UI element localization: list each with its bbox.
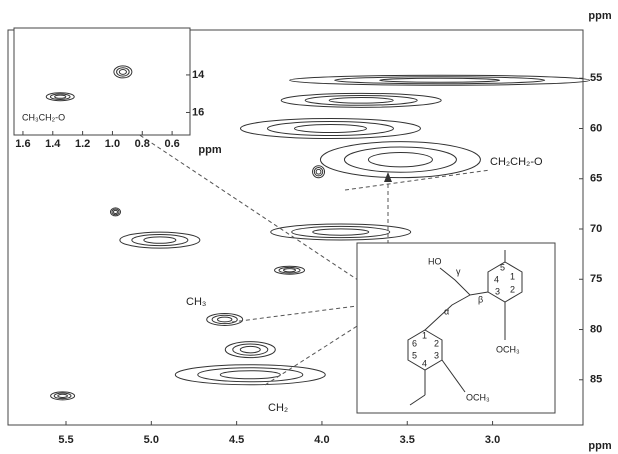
x-tick-label: 0.6 <box>164 138 179 150</box>
x-tick-label: 1.0 <box>105 138 120 150</box>
x-tick-label: 3.5 <box>400 434 415 446</box>
y-axis-label: ppm <box>588 10 611 22</box>
x-tick-label: 1.2 <box>75 138 90 150</box>
structure-label: β <box>478 294 483 304</box>
structure-label: 6 <box>412 338 417 348</box>
x-tick-label: 4.0 <box>314 434 329 446</box>
x-axis-label: ppm <box>588 440 611 452</box>
y-tick-label: 85 <box>590 374 602 386</box>
y-tick-label: 75 <box>590 273 602 285</box>
structure-label: 4 <box>422 358 427 368</box>
structure-label: 5 <box>412 350 417 360</box>
structure-inset: HO γ β α 1 2 3 4 5 OCH₃ 1 2 3 4 5 6 OCH₃ <box>357 243 555 413</box>
annotation: CH₃ <box>186 296 206 308</box>
y-tick-label: 55 <box>590 72 602 84</box>
structure-label: HO <box>428 256 442 266</box>
y-tick-label: 16 <box>192 106 204 118</box>
x-tick-label: 1.6 <box>15 138 30 150</box>
structure-label: α <box>444 306 449 316</box>
y-tick-label: 60 <box>590 122 602 134</box>
x-tick-label: 5.5 <box>58 434 73 446</box>
structure-label: OCH₃ <box>466 392 490 402</box>
structure-label: 2 <box>510 284 515 294</box>
structure-label: 2 <box>434 338 439 348</box>
y-tick-label: 14 <box>192 69 205 81</box>
y-tick-label: 70 <box>590 223 602 235</box>
structure-label: 5 <box>500 262 505 272</box>
annotation: CH₃CH₂-O <box>22 112 65 122</box>
inset-y-label: ppm <box>198 144 221 156</box>
y-tick-label: 80 <box>590 323 602 335</box>
x-tick-label: 1.4 <box>45 138 61 150</box>
structure-label: 1 <box>422 330 427 340</box>
y-tick-label: 65 <box>590 173 602 185</box>
annotation: CH₂ <box>268 402 288 414</box>
x-tick-label: 5.0 <box>144 434 159 446</box>
structure-label: 4 <box>494 274 499 284</box>
structure-label: 3 <box>434 350 439 360</box>
x-tick-label: 0.8 <box>135 138 150 150</box>
structure-label: γ <box>456 266 461 276</box>
annotation: CH₂CH₂-O <box>490 156 543 168</box>
structure-label: 3 <box>495 286 500 296</box>
figure: ppm ppm 5.55.04.54.03.53.055606570758085… <box>0 0 618 454</box>
x-tick-label: 4.5 <box>229 434 244 446</box>
structure-label: 1 <box>510 271 515 281</box>
x-tick-label: 3.0 <box>485 434 500 446</box>
structure-label: OCH₃ <box>496 344 520 354</box>
